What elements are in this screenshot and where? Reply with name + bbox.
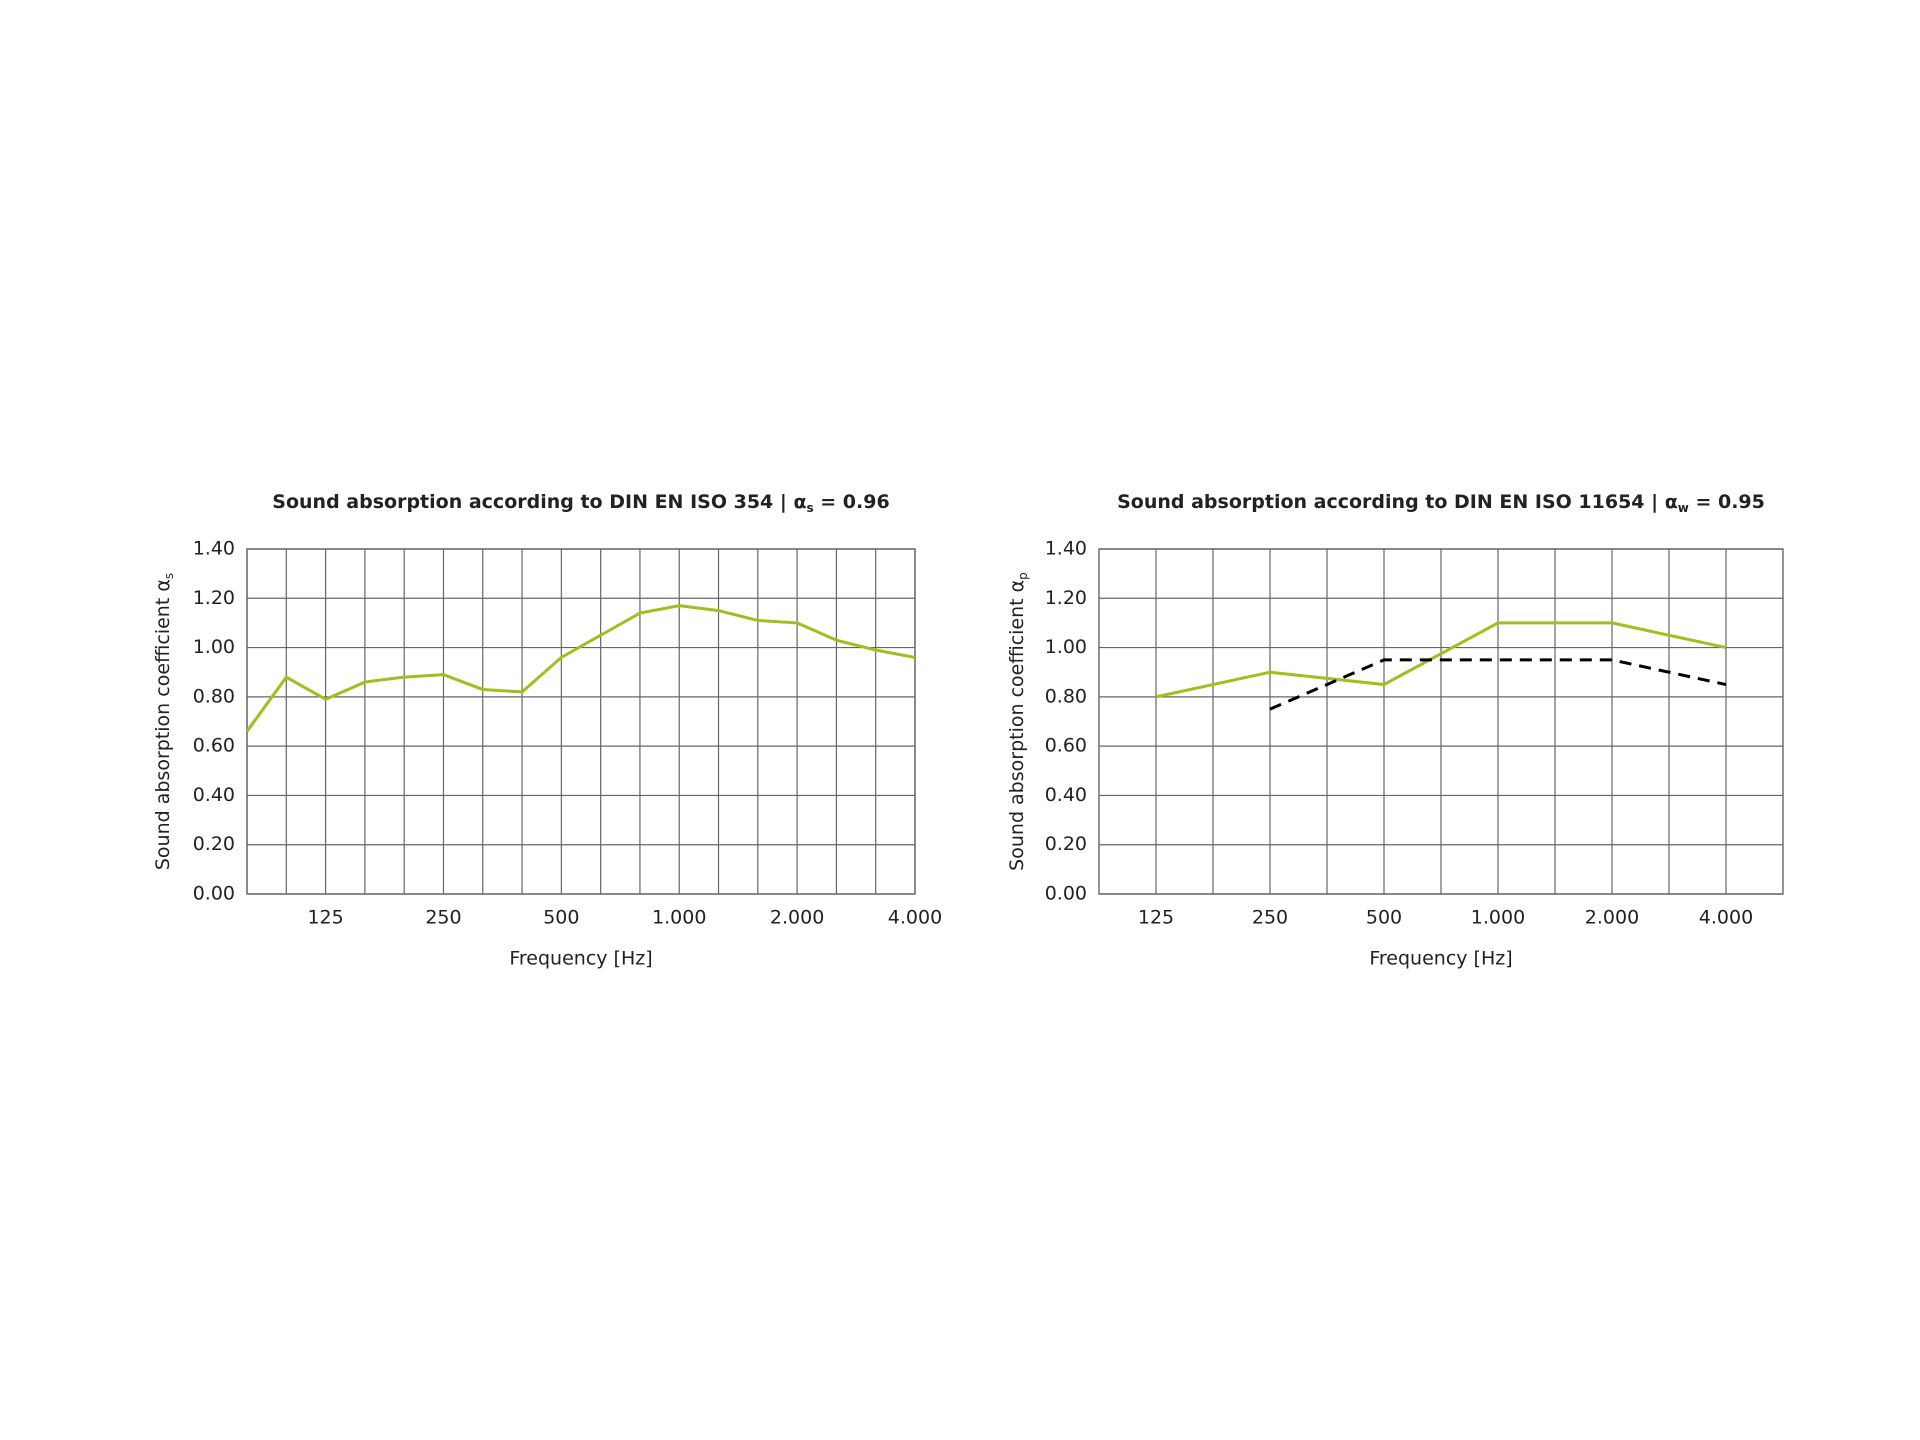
title-subscript: s bbox=[807, 501, 814, 515]
y-tick-label: 0.40 bbox=[1045, 784, 1087, 806]
y-tick-label: 1.20 bbox=[193, 587, 235, 609]
y-tick-label: 0.80 bbox=[193, 685, 235, 707]
chart: Sound absorption according to DIN EN ISO… bbox=[1006, 491, 1784, 970]
y-label-subscript: p bbox=[1016, 572, 1030, 580]
x-tick-label: 125 bbox=[307, 907, 343, 929]
x-tick-label: 2.000 bbox=[1585, 907, 1639, 929]
y-tick-label: 1.40 bbox=[193, 538, 235, 560]
y-label-text: Sound absorption coefficient bbox=[1006, 592, 1028, 870]
title-subscript: w bbox=[1678, 501, 1689, 515]
data-line bbox=[1269, 658, 1727, 711]
title-text: Sound absorption according to DIN EN ISO… bbox=[272, 491, 793, 513]
y-tick-label: 1.20 bbox=[1045, 587, 1087, 609]
chart-title: Sound absorption according to DIN EN ISO… bbox=[272, 491, 889, 515]
y-tick-label: 0.40 bbox=[193, 784, 235, 806]
y-axis-label: Sound absorption coefficient αp bbox=[1006, 572, 1030, 871]
y-tick-label: 0.00 bbox=[193, 883, 235, 905]
y-tick-label: 0.20 bbox=[1045, 833, 1087, 855]
chart-title: Sound absorption according to DIN EN ISO… bbox=[1117, 491, 1765, 515]
x-tick-label: 500 bbox=[543, 907, 579, 929]
y-tick-label: 0.00 bbox=[1045, 883, 1087, 905]
x-axis-label: Frequency [Hz] bbox=[1369, 948, 1512, 970]
y-label-symbol: α bbox=[152, 579, 174, 592]
y-label-subscript: s bbox=[162, 573, 176, 579]
data-line bbox=[245, 604, 916, 733]
title-text: Sound absorption according to DIN EN ISO… bbox=[1117, 491, 1665, 513]
y-tick-label: 1.00 bbox=[193, 636, 235, 658]
x-tick-label: 1.000 bbox=[652, 907, 706, 929]
y-label-text: Sound absorption coefficient bbox=[152, 592, 174, 870]
plot-frame bbox=[1098, 548, 1784, 895]
x-tick-label: 250 bbox=[1252, 907, 1288, 929]
y-tick-label: 1.40 bbox=[1045, 538, 1087, 560]
title-value: = 0.95 bbox=[1689, 491, 1765, 513]
chart: Sound absorption according to DIN EN ISO… bbox=[152, 491, 943, 970]
title-value: = 0.96 bbox=[814, 491, 890, 513]
title-symbol: α bbox=[1665, 491, 1678, 513]
y-label-symbol: α bbox=[1006, 580, 1028, 593]
data-line bbox=[1155, 621, 1727, 699]
x-tick-label: 2.000 bbox=[770, 907, 824, 929]
y-tick-label: 0.60 bbox=[1045, 735, 1087, 757]
y-tick-label: 0.20 bbox=[193, 833, 235, 855]
y-tick-label: 1.00 bbox=[1045, 636, 1087, 658]
x-tick-label: 4.000 bbox=[1699, 907, 1753, 929]
x-tick-label: 500 bbox=[1366, 907, 1402, 929]
plot-frame bbox=[246, 548, 916, 895]
x-tick-label: 1.000 bbox=[1471, 907, 1525, 929]
x-axis-label: Frequency [Hz] bbox=[509, 948, 652, 970]
x-tick-label: 125 bbox=[1138, 907, 1174, 929]
x-tick-label: 250 bbox=[425, 907, 461, 929]
x-tick-label: 4.000 bbox=[888, 907, 942, 929]
y-tick-label: 0.60 bbox=[193, 735, 235, 757]
y-tick-label: 0.80 bbox=[1045, 685, 1087, 707]
title-symbol: α bbox=[793, 491, 806, 513]
y-axis-label: Sound absorption coefficient αs bbox=[152, 573, 176, 870]
